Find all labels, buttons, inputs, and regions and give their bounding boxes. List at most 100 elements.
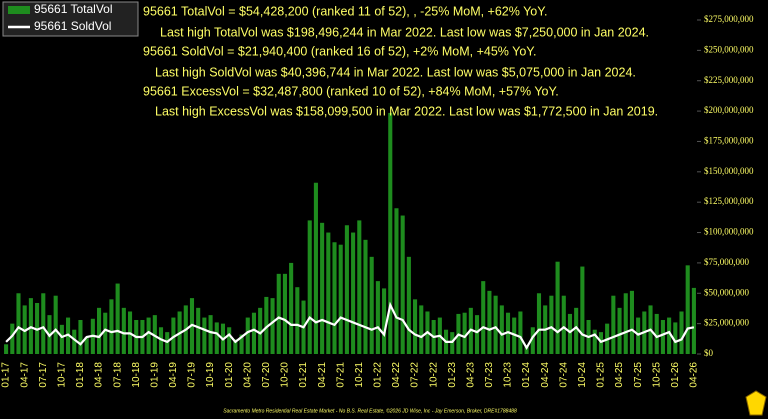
x-tick-label: 01-26 [670, 362, 681, 388]
bar [660, 319, 665, 354]
bar [332, 242, 337, 354]
y-tick-label: $25,000,000 [704, 318, 750, 328]
x-tick-label: 10-23 [503, 362, 514, 388]
logo [745, 390, 767, 416]
bar [121, 307, 126, 354]
bar [72, 329, 77, 354]
x-tick-label: 01-24 [521, 362, 532, 388]
bar [357, 220, 362, 354]
x-tick-label: 01-21 [298, 362, 309, 388]
bar [165, 332, 170, 354]
x-tick-label: 04-21 [317, 362, 328, 388]
bar [636, 317, 641, 354]
bar [239, 334, 244, 354]
bar [654, 313, 659, 354]
y-tick-label: $50,000,000 [704, 287, 750, 297]
bar [307, 220, 312, 354]
y-tick-label: $175,000,000 [704, 136, 754, 146]
bar [474, 315, 480, 354]
x-tick-label: 07-24 [558, 362, 569, 388]
bar [35, 302, 40, 354]
bar [499, 305, 504, 354]
bar [493, 295, 498, 354]
bar [10, 323, 15, 354]
bar [567, 313, 573, 354]
bar [673, 322, 678, 354]
bar [450, 332, 455, 354]
y-tick-label: $100,000,000 [704, 227, 754, 237]
x-tick-label: 01-22 [373, 362, 384, 388]
annotation: 95661 ExcessVol = $32,487,800 (ranked 10… [143, 84, 559, 98]
bar [258, 307, 263, 354]
bar [629, 290, 634, 354]
bar [512, 317, 517, 354]
bar [369, 256, 374, 354]
annotation: Last high ExcessVol was $158,099,500 in … [155, 104, 658, 118]
bar [375, 281, 380, 354]
bar [338, 244, 343, 354]
bar [214, 322, 219, 354]
bar [611, 295, 616, 354]
bar [487, 290, 492, 354]
x-tick-label: 10-20 [280, 362, 291, 388]
bar [351, 232, 356, 354]
x-tick-label: 04-24 [540, 362, 551, 388]
bar [685, 265, 690, 354]
bar [388, 112, 393, 354]
bar [115, 283, 120, 354]
bar [530, 327, 535, 354]
x-tick-label: 10-22 [428, 362, 439, 388]
legend-label: 95661 TotalVol [34, 2, 113, 16]
x-tick-label: 01-19 [149, 362, 160, 388]
x-tick-label: 04-22 [391, 362, 402, 388]
x-tick-label: 10-25 [651, 362, 662, 388]
x-tick-label: 01-23 [447, 362, 458, 388]
x-tick-label: 01-18 [75, 362, 86, 388]
annotation: 95661 SoldVol = $21,940,400 (ranked 16 o… [143, 44, 536, 58]
bar [59, 324, 64, 354]
annotation: Last high SoldVol was $40,396,744 in Mar… [155, 65, 636, 79]
y-tick-label: $150,000,000 [704, 166, 754, 176]
x-tick-label: 07-17 [38, 362, 49, 388]
bar [103, 312, 108, 354]
bar [561, 295, 566, 354]
bar [400, 215, 405, 354]
bar [233, 339, 238, 354]
x-tick-label: 07-18 [112, 362, 123, 388]
bar [313, 182, 318, 354]
bar [344, 225, 349, 354]
legend-label: 95661 SoldVol [34, 19, 111, 33]
bar [419, 305, 424, 354]
annotation: Last high TotalVol was $198,496,244 in M… [160, 25, 649, 39]
x-tick-label: 07-21 [335, 362, 346, 388]
bar [96, 307, 102, 354]
x-tick-label: 04-26 [689, 362, 700, 388]
bar [320, 222, 325, 354]
y-tick-label: $125,000,000 [704, 196, 754, 206]
bar [270, 298, 275, 354]
bar [617, 307, 622, 354]
bar [574, 307, 579, 354]
x-tick-label: 04-25 [614, 362, 625, 388]
x-tick-label: 10-17 [57, 362, 68, 388]
y-tick-label: $225,000,000 [704, 75, 754, 85]
bar [53, 295, 58, 354]
bar [264, 296, 269, 354]
y-tick-label: $0 [704, 348, 714, 358]
bar [505, 312, 511, 354]
x-tick-label: 04-20 [242, 362, 253, 388]
bar [413, 299, 418, 354]
bar [382, 288, 387, 354]
bar [295, 287, 300, 354]
y-tick-label: $250,000,000 [704, 44, 754, 54]
bar [326, 232, 331, 354]
bar [580, 266, 585, 354]
footer: Sacramento Metro Residential Real Estate… [223, 407, 517, 414]
bar [16, 293, 21, 354]
line [5, 301, 695, 351]
bar [667, 317, 672, 354]
y-tick-label: $275,000,000 [704, 14, 754, 24]
x-tick-label: 10-18 [131, 362, 142, 388]
x-tick-label: 01-17 [1, 362, 12, 388]
x-tick-label: 01-25 [596, 362, 607, 388]
